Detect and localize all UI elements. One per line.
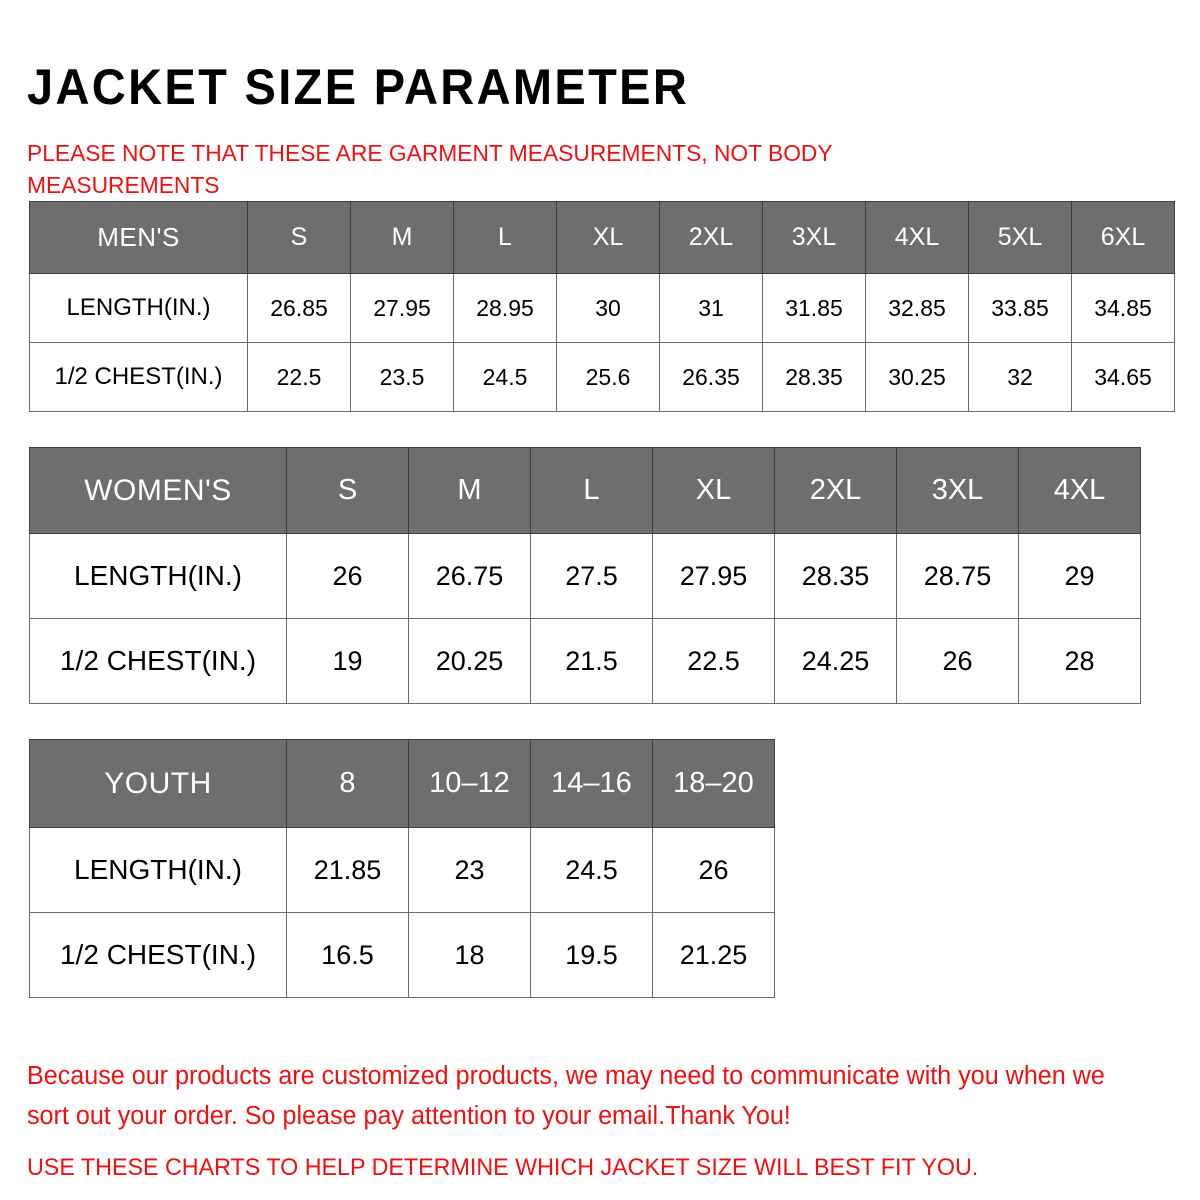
mens-size-header-7: 5XL bbox=[968, 201, 1072, 274]
customization-note: Because our products are customized prod… bbox=[27, 1061, 1105, 1130]
mens-cell-r0-c1: 27.95 bbox=[350, 273, 454, 343]
youth-size-header-3: 18–20 bbox=[652, 739, 775, 828]
youth-row-label-1: 1/2 CHEST(IN.) bbox=[29, 912, 287, 998]
womens-size-header-6: 4XL bbox=[1018, 447, 1141, 534]
mens-size-header-4: 2XL bbox=[659, 201, 763, 274]
youth-size-header-0: 8 bbox=[286, 739, 409, 828]
youth-cell-r0-c2: 24.5 bbox=[530, 827, 653, 913]
youth-table-row: 1/2 CHEST(IN.) 16.5 18 19.5 21.25 bbox=[29, 912, 775, 998]
mens-size-header-8: 6XL bbox=[1071, 201, 1175, 274]
youth-header-row: YOUTH 8 10–12 14–16 18–20 bbox=[29, 739, 775, 828]
mens-cell-r0-c4: 31 bbox=[659, 273, 763, 343]
mens-cell-r1-c4: 26.35 bbox=[659, 342, 763, 412]
womens-cell-r0-c3: 27.95 bbox=[652, 533, 775, 619]
womens-cell-r1-c4: 24.25 bbox=[774, 618, 897, 704]
womens-cell-r0-c4: 28.35 bbox=[774, 533, 897, 619]
mens-size-header-3: XL bbox=[556, 201, 660, 274]
mens-cell-r1-c3: 25.6 bbox=[556, 342, 660, 412]
mens-cell-r0-c2: 28.95 bbox=[453, 273, 557, 343]
mens-cell-r1-c2: 24.5 bbox=[453, 342, 557, 412]
mens-size-header-5: 3XL bbox=[762, 201, 866, 274]
womens-size-header-2: L bbox=[530, 447, 653, 534]
mens-size-header-0: S bbox=[247, 201, 351, 274]
youth-table-row: LENGTH(IN.) 21.85 23 24.5 26 bbox=[29, 827, 775, 913]
mens-row-label-1: 1/2 CHEST(IN.) bbox=[29, 342, 248, 412]
mens-cell-r1-c7: 32 bbox=[968, 342, 1072, 412]
mens-cell-r0-c7: 33.85 bbox=[968, 273, 1072, 343]
womens-cell-r1-c5: 26 bbox=[896, 618, 1019, 704]
womens-cell-r0-c6: 29 bbox=[1018, 533, 1141, 619]
mens-cell-r0-c3: 30 bbox=[556, 273, 660, 343]
youth-size-header-1: 10–12 bbox=[408, 739, 531, 828]
chart-usage-note: USE THESE CHARTS TO HELP DETERMINE WHICH… bbox=[27, 1154, 979, 1181]
youth-table-head: YOUTH 8 10–12 14–16 18–20 bbox=[29, 739, 775, 828]
womens-row-label-1: 1/2 CHEST(IN.) bbox=[29, 618, 287, 704]
womens-size-header-1: M bbox=[408, 447, 531, 534]
youth-cell-r0-c3: 26 bbox=[652, 827, 775, 913]
womens-size-header-0: S bbox=[286, 447, 409, 534]
womens-table-row: 1/2 CHEST(IN.) 19 20.25 21.5 22.5 24.25 26 28 bbox=[29, 618, 1141, 704]
womens-header-label: WOMEN'S bbox=[29, 447, 287, 534]
mens-size-header-1: M bbox=[350, 201, 454, 274]
garment-measurement-note: PLEASE NOTE THAT THESE ARE GARMENT MEASU… bbox=[27, 139, 833, 198]
mens-table-row: 1/2 CHEST(IN.) 22.5 23.5 24.5 25.6 26.35 28.35… bbox=[29, 342, 1175, 412]
womens-table-head: WOMEN'S S M L XL 2XL 3XL 4XL bbox=[29, 447, 1141, 534]
mens-size-table: MEN'S S M L XL 2XL 3XL 4XL 5XL 6XL LENGTH(IN.) 26.… bbox=[29, 201, 1175, 412]
womens-cell-r1-c6: 28 bbox=[1018, 618, 1141, 704]
youth-size-header-2: 14–16 bbox=[530, 739, 653, 828]
youth-cell-r0-c0: 21.85 bbox=[286, 827, 409, 913]
mens-cell-r1-c6: 30.25 bbox=[865, 342, 969, 412]
womens-row-label-0: LENGTH(IN.) bbox=[29, 533, 287, 619]
mens-header-row: MEN'S S M L XL 2XL 3XL 4XL 5XL 6XL bbox=[29, 201, 1175, 274]
womens-cell-r1-c3: 22.5 bbox=[652, 618, 775, 704]
mens-cell-r1-c0: 22.5 bbox=[247, 342, 351, 412]
womens-cell-r1-c2: 21.5 bbox=[530, 618, 653, 704]
mens-cell-r1-c5: 28.35 bbox=[762, 342, 866, 412]
youth-size-table: YOUTH 8 10–12 14–16 18–20 LENGTH(IN.) 21.85 23… bbox=[29, 739, 775, 998]
womens-size-header-4: 2XL bbox=[774, 447, 897, 534]
womens-size-header-5: 3XL bbox=[896, 447, 1019, 534]
youth-cell-r1-c1: 18 bbox=[408, 912, 531, 998]
youth-cell-r1-c2: 19.5 bbox=[530, 912, 653, 998]
mens-cell-r0-c5: 31.85 bbox=[762, 273, 866, 343]
mens-table-body: LENGTH(IN.) 26.85 27.95 28.95 30 31 31.85 32.85… bbox=[29, 273, 1175, 412]
womens-size-table: WOMEN'S S M L XL 2XL 3XL 4XL LENGTH(IN.) 26 26.75… bbox=[29, 447, 1141, 704]
womens-table-body: LENGTH(IN.) 26 26.75 27.5 27.95 28.35 28.75 29 1… bbox=[29, 533, 1141, 704]
womens-cell-r0-c5: 28.75 bbox=[896, 533, 1019, 619]
womens-cell-r0-c2: 27.5 bbox=[530, 533, 653, 619]
mens-cell-r1-c8: 34.65 bbox=[1071, 342, 1175, 412]
womens-cell-r1-c0: 19 bbox=[286, 618, 409, 704]
womens-table-row: LENGTH(IN.) 26 26.75 27.5 27.95 28.35 28.75 29 bbox=[29, 533, 1141, 619]
womens-cell-r1-c1: 20.25 bbox=[408, 618, 531, 704]
mens-table-head: MEN'S S M L XL 2XL 3XL 4XL 5XL 6XL bbox=[29, 201, 1175, 274]
mens-size-header-6: 4XL bbox=[865, 201, 969, 274]
youth-cell-r1-c0: 16.5 bbox=[286, 912, 409, 998]
womens-size-header-3: XL bbox=[652, 447, 775, 534]
youth-cell-r1-c3: 21.25 bbox=[652, 912, 775, 998]
womens-cell-r0-c0: 26 bbox=[286, 533, 409, 619]
page-title: JACKET SIZE PARAMETER bbox=[27, 58, 690, 115]
mens-header-label: MEN'S bbox=[29, 201, 248, 274]
mens-cell-r1-c1: 23.5 bbox=[350, 342, 454, 412]
womens-cell-r0-c1: 26.75 bbox=[408, 533, 531, 619]
mens-row-label-0: LENGTH(IN.) bbox=[29, 273, 248, 343]
youth-row-label-0: LENGTH(IN.) bbox=[29, 827, 287, 913]
mens-cell-r0-c8: 34.85 bbox=[1071, 273, 1175, 343]
mens-cell-r0-c6: 32.85 bbox=[865, 273, 969, 343]
mens-table-row: LENGTH(IN.) 26.85 27.95 28.95 30 31 31.85 32.85… bbox=[29, 273, 1175, 343]
youth-table-body: LENGTH(IN.) 21.85 23 24.5 26 1/2 CHEST(IN.) 16… bbox=[29, 827, 775, 998]
mens-cell-r0-c0: 26.85 bbox=[247, 273, 351, 343]
youth-header-label: YOUTH bbox=[29, 739, 287, 828]
mens-size-header-2: L bbox=[453, 201, 557, 274]
womens-header-row: WOMEN'S S M L XL 2XL 3XL 4XL bbox=[29, 447, 1141, 534]
youth-cell-r0-c1: 23 bbox=[408, 827, 531, 913]
